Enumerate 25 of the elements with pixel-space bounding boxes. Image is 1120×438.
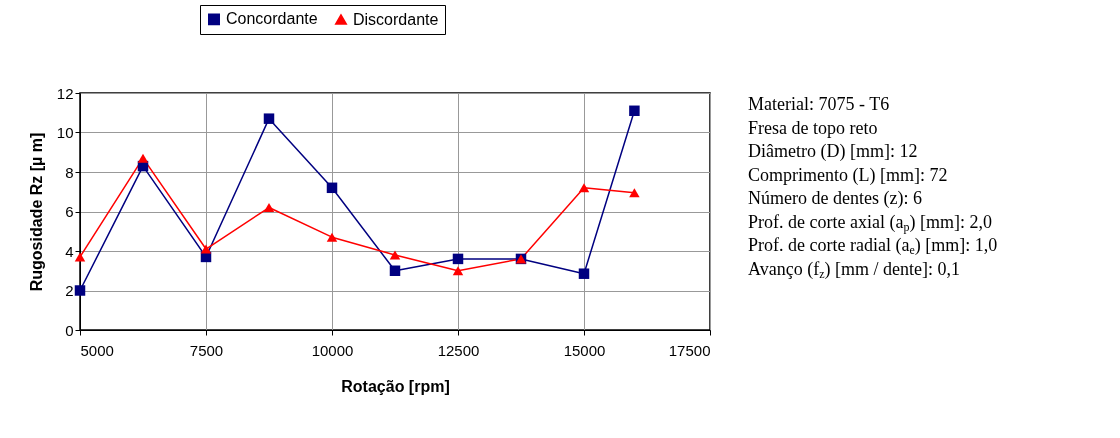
text: Avanço (f$_{z}$) [mm / dente]: 0,1 <box>748 257 961 281</box>
x-tick-label: 12500 <box>437 341 480 359</box>
x-tick-label: 10000 <box>311 341 354 359</box>
x-tick-label: 15000 <box>563 341 606 359</box>
x-tick-label: 7500 <box>189 341 224 359</box>
text: Material: 7075 - T6 <box>748 93 891 116</box>
y-tick-label: 12 <box>56 84 74 102</box>
text: Prof. de corte radial (a$_{e}$) [mm]: 1,0 <box>748 234 998 258</box>
legend-label: Discordante <box>353 10 439 28</box>
legend-label: Concordante <box>226 10 318 28</box>
y-tick-label: 4 <box>65 242 74 260</box>
y-tick-label: 6 <box>65 203 74 220</box>
y-tick-label: 8 <box>65 163 74 181</box>
text: Número de dentes (z): 6 <box>748 187 923 210</box>
text: Prof. de corte axial (a$_{p}$) [mm]: 2,0 <box>748 210 993 234</box>
y-tick-label: 0 <box>65 321 74 339</box>
y-tick-label: 2 <box>65 282 74 299</box>
x-axis-title: Rotação [rpm] <box>341 377 450 395</box>
x-tick-label: 17500 <box>668 341 711 359</box>
text: Comprimento (L) [mm]: 72 <box>748 163 949 187</box>
y-tick-label: 10 <box>56 124 74 141</box>
y-axis-title: Rugosidade Rz [µ m] <box>27 132 45 292</box>
text: Diâmetro (D) [mm]: 12 <box>748 140 919 163</box>
x-tick-label: 5000 <box>80 341 114 359</box>
text: Fresa de topo reto <box>748 116 879 140</box>
